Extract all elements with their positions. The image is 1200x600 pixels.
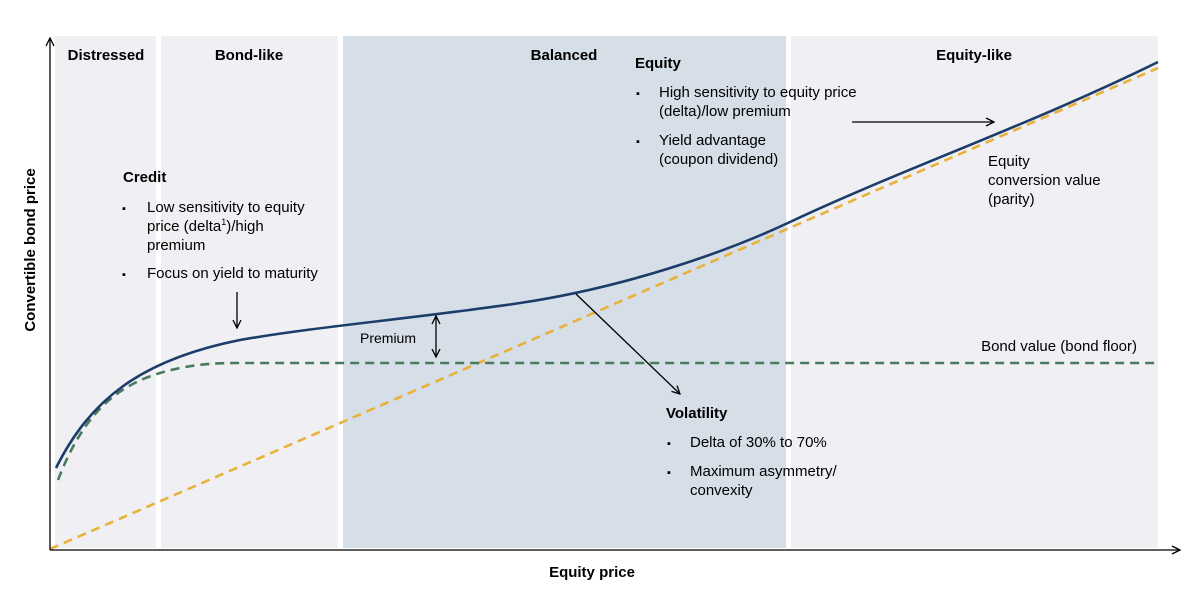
equity-bullet-1-line-1: High sensitivity to equity price bbox=[659, 84, 857, 101]
volatility-bullet-2-line-2: convexity bbox=[690, 482, 753, 499]
parity-label-line-3: (parity) bbox=[988, 191, 1035, 208]
credit-high-text: )/high bbox=[226, 218, 264, 235]
credit-delta-text: price (delta bbox=[147, 218, 222, 235]
credit-bullet-1-line-2: price (delta1)/high bbox=[147, 217, 264, 235]
equity-title: Equity bbox=[635, 55, 681, 72]
credit-bullet-1-marker: ▪ bbox=[122, 203, 126, 215]
credit-title: Credit bbox=[123, 169, 166, 186]
credit-bullet-1-line-1: Low sensitivity to equity bbox=[147, 199, 305, 216]
zone-equity-like bbox=[791, 36, 1158, 548]
equity-bullet-2-line-2: (coupon dividend) bbox=[659, 151, 778, 168]
equity-bullet-1-marker: ▪ bbox=[636, 88, 640, 100]
volatility-bullet-1-marker: ▪ bbox=[667, 438, 671, 450]
zone-bond-like bbox=[161, 36, 338, 548]
convertible-bond-curve bbox=[54, 60, 1159, 469]
equity-bullet-2-line-1: Yield advantage bbox=[659, 132, 766, 149]
volatility-arrow bbox=[575, 293, 680, 394]
credit-bullet-1-line-3: premium bbox=[147, 237, 205, 254]
parity-label-line-1: Equity bbox=[988, 153, 1030, 170]
bond-floor-label: Bond value (bond floor) bbox=[981, 338, 1137, 355]
zone-label-equity-like: Equity-like bbox=[936, 47, 1012, 64]
volatility-title: Volatility bbox=[666, 405, 728, 422]
volatility-bullet-2-marker: ▪ bbox=[667, 467, 671, 479]
zone-label-distressed: Distressed bbox=[68, 47, 145, 64]
volatility-bullet-2-line-1: Maximum asymmetry/ bbox=[690, 463, 838, 480]
zone-distressed bbox=[55, 36, 156, 548]
equity-bullet-2-marker: ▪ bbox=[636, 136, 640, 148]
parity-label-line-2: conversion value bbox=[988, 172, 1101, 189]
x-axis-label: Equity price bbox=[549, 564, 635, 581]
zone-balanced bbox=[343, 36, 786, 548]
bond-floor-line bbox=[56, 361, 1158, 481]
zone-label-bond-like: Bond-like bbox=[215, 47, 283, 64]
zone-label-balanced: Balanced bbox=[531, 47, 598, 64]
credit-bullet-2-line-1: Focus on yield to maturity bbox=[147, 265, 318, 282]
y-axis-label: Convertible bond price bbox=[22, 168, 39, 331]
credit-delta-footnote: 1 bbox=[221, 217, 226, 227]
parity-line bbox=[49, 66, 1159, 551]
credit-bullet-2-marker: ▪ bbox=[122, 269, 126, 281]
premium-label: Premium bbox=[360, 330, 416, 346]
equity-bullet-1-line-2: (delta)/low premium bbox=[659, 103, 791, 120]
volatility-bullet-1-line-1: Delta of 30% to 70% bbox=[690, 434, 827, 451]
